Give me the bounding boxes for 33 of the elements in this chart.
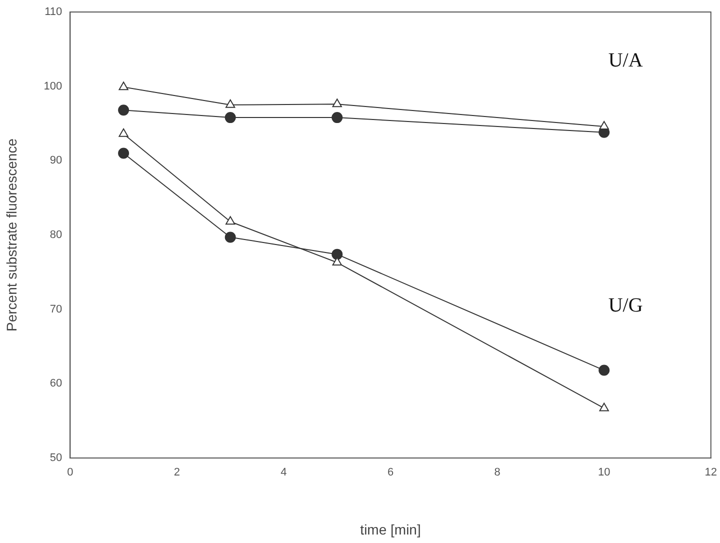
point xyxy=(332,248,343,260)
point xyxy=(224,112,236,124)
point xyxy=(118,148,130,159)
point xyxy=(118,128,128,137)
x-tick-label: 10 xyxy=(598,466,610,479)
x-tick-label: 2 xyxy=(174,466,180,479)
point xyxy=(118,82,128,90)
point xyxy=(332,257,342,266)
y-tick-label: 50 xyxy=(50,452,62,464)
point xyxy=(332,112,343,124)
x-tick-label: 4 xyxy=(280,466,287,479)
y-axis-title: Percent substrate fluorescence xyxy=(3,138,20,332)
y-tick-label: 60 xyxy=(50,378,62,390)
point xyxy=(599,120,609,130)
annotation: U/G xyxy=(608,294,643,317)
point xyxy=(598,364,610,376)
annotation: U/A xyxy=(608,49,644,72)
point xyxy=(226,216,236,225)
point xyxy=(224,232,236,243)
x-tick-label: 8 xyxy=(494,466,500,479)
y-tick-label: 80 xyxy=(50,229,62,242)
y-tick-label: 70 xyxy=(50,303,62,316)
y-tick-label: 90 xyxy=(50,154,62,167)
point xyxy=(332,98,342,108)
x-tick-label: 0 xyxy=(67,466,74,479)
x-axis-title: time [min] xyxy=(360,521,421,538)
y-tick-label: 100 xyxy=(44,80,62,92)
point xyxy=(226,99,236,108)
point xyxy=(599,402,609,412)
y-tick-label: 110 xyxy=(44,6,62,18)
x-tick-label: 6 xyxy=(387,466,394,479)
point xyxy=(118,104,130,116)
x-tick-label: 12 xyxy=(704,466,718,479)
